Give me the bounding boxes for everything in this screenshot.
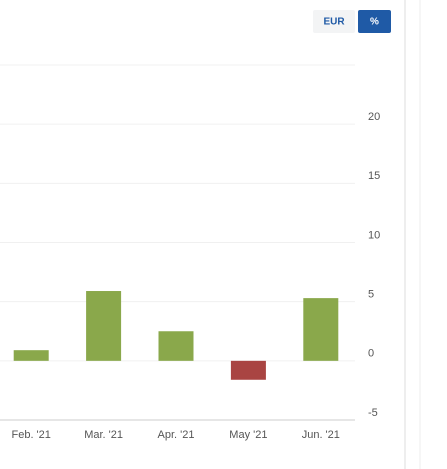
y-tick-label: 0: [368, 348, 374, 360]
y-tick-label: 5: [368, 289, 374, 301]
toggle-button[interactable]: [358, 10, 391, 33]
y-tick-label: -5: [368, 407, 378, 419]
y-tick-label: 15: [368, 170, 380, 182]
y-tick-label: 20: [368, 111, 380, 123]
x-tick-label: May '21: [229, 429, 267, 441]
toggle-label[interactable]: EUR: [323, 17, 345, 28]
bar: [158, 331, 194, 361]
y-tick-label: 10: [368, 229, 380, 241]
x-tick-label: Mar. '21: [84, 429, 123, 441]
x-tick-label: Apr. '21: [158, 429, 195, 441]
x-tick-label: Feb. '21: [11, 429, 50, 441]
toggle-button[interactable]: [313, 10, 355, 33]
bar: [13, 350, 49, 361]
bar: [86, 291, 122, 361]
bar: [230, 360, 266, 380]
toggle-label[interactable]: %: [370, 17, 379, 28]
bar: [303, 298, 339, 361]
x-tick-label: Jun. '21: [302, 429, 340, 441]
